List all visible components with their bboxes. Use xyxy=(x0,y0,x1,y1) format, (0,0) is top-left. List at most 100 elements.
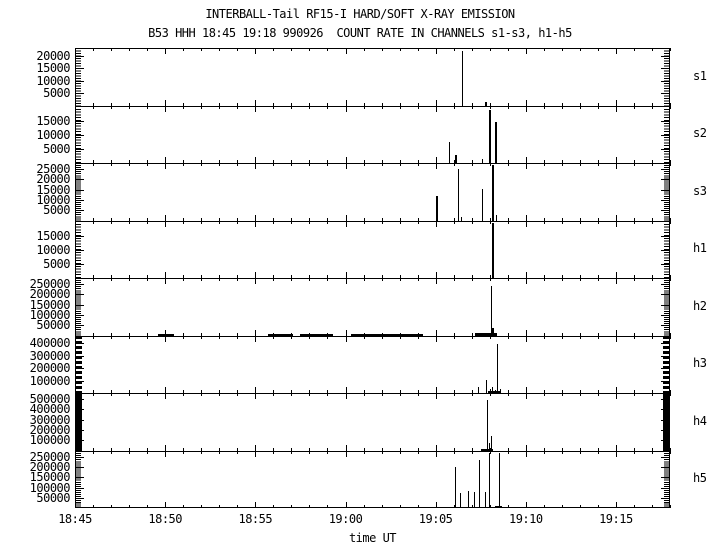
x-minor-tick xyxy=(93,447,94,451)
x-minor-tick xyxy=(579,450,581,454)
y-tick-label: 100000 xyxy=(29,308,71,322)
count-rate-spike xyxy=(473,491,475,508)
x-minor-tick xyxy=(399,335,401,339)
panel-h1 xyxy=(75,220,671,278)
x-minor-tick xyxy=(507,105,509,109)
x-minor-tick xyxy=(543,505,545,508)
count-rate-spike xyxy=(491,436,493,451)
x-minor-tick xyxy=(561,447,563,451)
x-minor-tick xyxy=(309,48,311,51)
x-minor-tick xyxy=(201,102,203,106)
y-major-tick xyxy=(661,250,669,251)
x-major-tick xyxy=(435,393,437,399)
x-minor-tick xyxy=(579,335,581,339)
x-major-tick xyxy=(435,387,437,393)
x-minor-tick xyxy=(111,220,113,224)
x-minor-tick xyxy=(417,390,419,393)
x-minor-tick xyxy=(291,390,293,393)
x-minor-tick xyxy=(652,450,653,454)
x-minor-tick xyxy=(237,220,239,224)
x-minor-tick xyxy=(399,102,401,106)
x-minor-tick xyxy=(453,390,455,393)
x-minor-tick xyxy=(147,220,149,224)
y-major-tick xyxy=(76,477,84,479)
x-minor-tick xyxy=(219,102,221,106)
x-minor-tick xyxy=(399,390,401,393)
x-minor-tick xyxy=(543,105,545,109)
panel-label-s3: s3 xyxy=(693,183,707,198)
x-major-tick xyxy=(255,450,257,457)
x-minor-tick xyxy=(381,278,383,281)
y-tick-label: 5000 xyxy=(43,257,70,271)
count-rate-spike xyxy=(485,102,488,106)
y-minor-ticks xyxy=(76,393,82,451)
baseline-segment xyxy=(300,333,333,336)
x-minor-tick xyxy=(417,505,419,508)
x-minor-tick xyxy=(219,278,221,281)
panel-separator xyxy=(75,335,670,337)
panel-label-h1: h1 xyxy=(693,241,707,256)
x-minor-tick xyxy=(633,335,635,339)
y-major-tick xyxy=(76,409,84,411)
x-minor-tick xyxy=(579,275,581,278)
x-minor-tick xyxy=(129,278,131,281)
y-major-tick xyxy=(661,80,669,82)
x-major-tick xyxy=(75,272,76,278)
y-tick-label: 5000 xyxy=(43,142,70,156)
y-minor-ticks xyxy=(76,220,81,278)
count-rate-spike xyxy=(460,217,462,221)
x-minor-tick xyxy=(201,335,203,339)
y-major-tick xyxy=(76,315,84,316)
x-minor-tick xyxy=(147,102,149,106)
y-major-tick xyxy=(76,294,84,296)
x-minor-tick xyxy=(291,105,293,109)
x-minor-tick xyxy=(507,450,509,454)
x-minor-tick xyxy=(93,332,94,336)
x-minor-tick xyxy=(561,505,563,508)
x-minor-tick xyxy=(489,275,491,278)
panel-separator xyxy=(75,393,670,394)
x-minor-tick xyxy=(363,393,365,396)
y-tick-label: 20000 xyxy=(36,48,70,63)
x-major-tick xyxy=(435,444,437,451)
x-minor-tick xyxy=(507,48,509,51)
panel-s1 xyxy=(75,48,671,106)
x-minor-tick xyxy=(507,390,509,393)
y-major-tick xyxy=(661,200,669,201)
x-major-tick xyxy=(255,272,257,278)
x-minor-tick xyxy=(273,505,275,508)
panel-label-s1: s1 xyxy=(693,68,707,83)
x-minor-tick xyxy=(507,163,509,166)
x-minor-tick xyxy=(219,335,221,339)
x-minor-tick xyxy=(147,275,149,278)
y-major-tick xyxy=(76,250,84,251)
x-major-tick xyxy=(525,450,527,457)
x-minor-tick xyxy=(201,447,203,451)
x-minor-tick xyxy=(93,105,94,109)
x-major-tick xyxy=(255,387,257,393)
panel-separator xyxy=(75,278,670,279)
y-minor-ticks xyxy=(664,105,669,163)
x-minor-tick xyxy=(543,335,545,339)
x-major-tick xyxy=(165,393,167,399)
x-minor-tick xyxy=(93,217,94,221)
x-major-tick xyxy=(435,99,437,106)
x-major-tick xyxy=(75,387,76,393)
x-minor-tick xyxy=(633,332,635,336)
x-minor-tick xyxy=(597,505,599,508)
y-major-tick xyxy=(661,120,669,122)
y-minor-ticks xyxy=(664,163,669,221)
x-minor-tick xyxy=(273,163,275,166)
x-major-tick xyxy=(615,157,617,163)
x-major-tick xyxy=(435,450,437,457)
x-minor-tick xyxy=(129,48,131,51)
x-minor-tick xyxy=(543,163,545,166)
x-major-tick xyxy=(615,329,617,336)
x-minor-tick xyxy=(381,275,383,278)
x-minor-tick xyxy=(670,160,671,163)
x-minor-tick xyxy=(417,278,419,281)
x-minor-tick xyxy=(309,160,311,163)
x-major-tick xyxy=(255,329,257,336)
x-minor-tick xyxy=(579,505,581,508)
count-rate-spike xyxy=(481,158,483,163)
